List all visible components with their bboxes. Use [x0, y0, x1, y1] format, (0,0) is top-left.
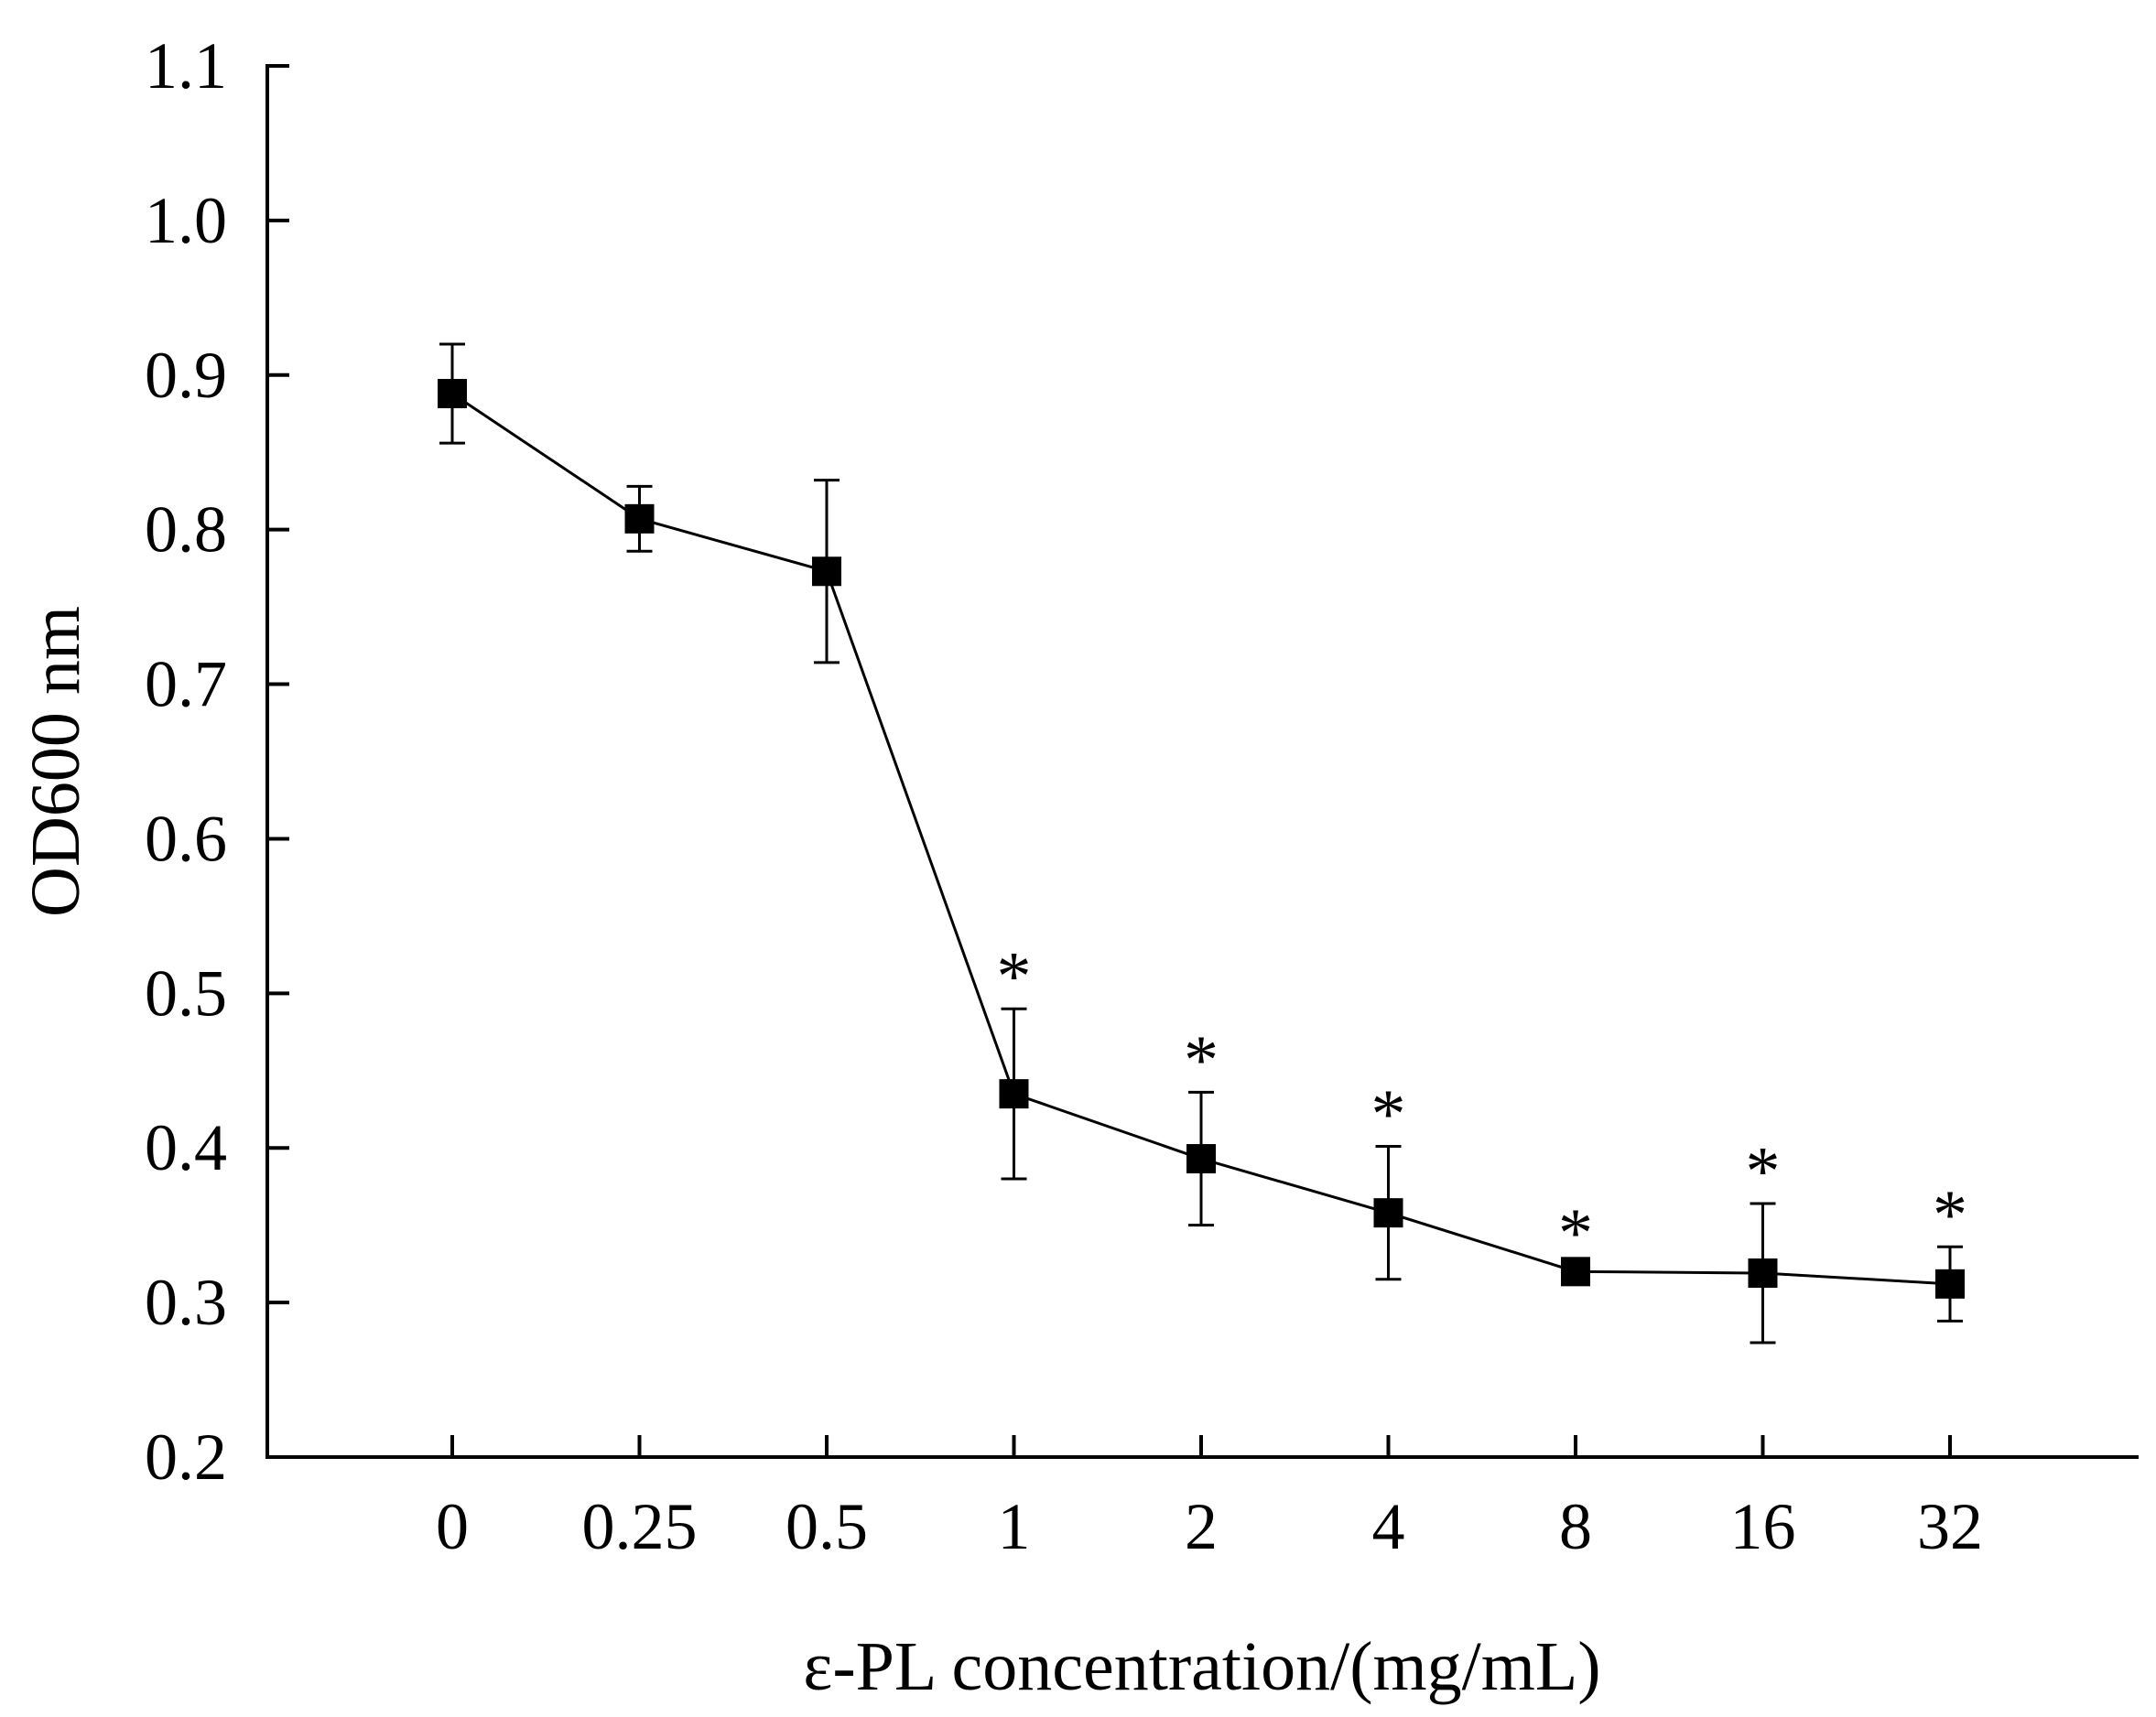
data-point: [1561, 1257, 1590, 1287]
x-tick-label: 32: [1917, 1490, 1983, 1563]
significance-marks: * * * * * *: [997, 938, 1968, 1271]
y-axis-title: OD600 nm: [17, 606, 94, 917]
y-tick-label: 0.2: [145, 1420, 227, 1494]
x-tick-label: 1: [998, 1490, 1031, 1563]
y-tick-label: 0.3: [145, 1266, 227, 1339]
y-tick-label: 1.0: [145, 184, 227, 257]
data-point: [624, 503, 655, 534]
y-tick-label: 0.6: [145, 802, 227, 875]
data-point: [999, 1079, 1029, 1109]
error-bars: [439, 342, 1963, 1344]
data-point: [1373, 1198, 1403, 1228]
x-axis-title: ε-PL concentration/(mg/mL): [803, 1628, 1600, 1705]
y-tick-label: 1.1: [145, 29, 227, 103]
x-tick-label: 4: [1372, 1490, 1405, 1563]
data-point: [1935, 1269, 1965, 1299]
significance-asterisk: *: [997, 938, 1032, 1015]
axes: [265, 64, 2139, 1459]
y-tick-label: 0.8: [145, 493, 227, 567]
y-tick-label: 0.9: [145, 339, 227, 412]
x-tick-label: 16: [1730, 1490, 1796, 1563]
y-tick-label: 0.7: [145, 648, 227, 721]
significance-asterisk: *: [1746, 1133, 1781, 1210]
x-tick-label: 0.5: [785, 1490, 868, 1563]
significance-asterisk: *: [1371, 1076, 1406, 1153]
data-point: [1748, 1258, 1778, 1289]
x-tick-label: 2: [1185, 1490, 1218, 1563]
significance-asterisk: *: [1933, 1176, 1967, 1253]
y-tick-label: 0.4: [145, 1111, 227, 1184]
x-tick-label: 8: [1559, 1490, 1592, 1563]
data-point: [812, 556, 841, 587]
x-ticks: 0 0.25 0.5 1 2 4 8 16 32: [436, 1435, 1983, 1563]
x-tick-label: 0.25: [582, 1490, 698, 1563]
data-point: [1186, 1144, 1216, 1174]
y-tick-label: 0.5: [145, 956, 227, 1030]
y-ticks: 0.2 0.3 0.4 0.5 0.6 0.7 0.8 0.9 1.0 1.1: [145, 29, 289, 1494]
data-markers: [438, 379, 1965, 1299]
data-point: [438, 379, 467, 409]
x-tick-label: 0: [436, 1490, 469, 1563]
significance-asterisk: *: [1558, 1195, 1593, 1272]
significance-asterisk: *: [1184, 1021, 1219, 1098]
